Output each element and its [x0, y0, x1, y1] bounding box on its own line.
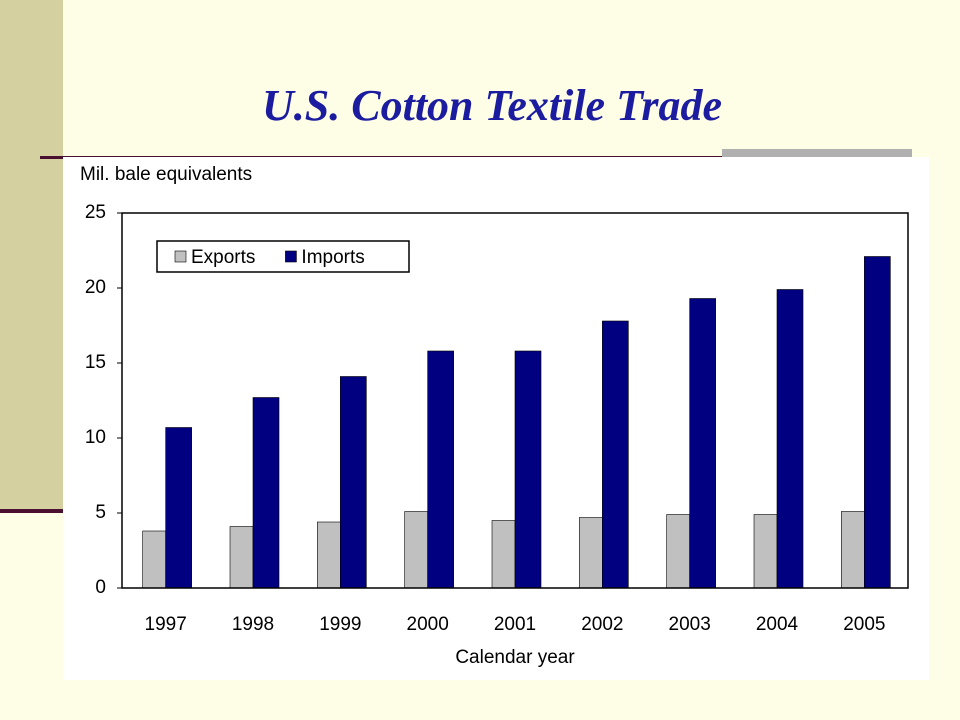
y-tick-label: 5 [95, 502, 106, 523]
legend-box [156, 240, 410, 273]
slide-title: U.S. Cotton Textile Trade [262, 81, 722, 130]
y-tick-label: 10 [85, 427, 106, 448]
legend-swatch [174, 250, 187, 263]
x-tick-label: 2005 [843, 614, 885, 635]
bar [579, 517, 603, 589]
bar [841, 511, 865, 589]
x-tick-label: 2000 [407, 614, 449, 635]
y-tick-label: 25 [85, 202, 106, 223]
bar [514, 350, 542, 589]
bar [229, 526, 254, 589]
bar [404, 511, 428, 589]
x-tick-label: 2004 [756, 614, 799, 635]
x-axis-label: Calendar year [455, 647, 575, 668]
bar [142, 530, 166, 589]
legend-label: Exports [191, 247, 255, 268]
x-tick-label: 1997 [145, 614, 187, 635]
bar [427, 350, 454, 589]
y-tick-label: 0 [95, 577, 106, 598]
y-tick-label: 15 [85, 352, 106, 373]
bar [753, 514, 778, 589]
x-tick-label: 2001 [494, 614, 536, 635]
x-tick-label: 1998 [232, 614, 274, 635]
y-tick-label: 20 [85, 277, 106, 298]
title-rule-accent [722, 149, 912, 157]
bar [776, 289, 804, 589]
legend-label: Imports [301, 247, 364, 268]
x-tick-label: 2002 [581, 614, 623, 635]
bar [340, 376, 367, 589]
bar [864, 256, 891, 589]
bar [491, 520, 516, 589]
x-tick-label: 2003 [669, 614, 711, 635]
bar [165, 427, 192, 589]
bar [317, 521, 341, 589]
plot-frame [121, 212, 909, 589]
bar [689, 298, 716, 589]
bar [666, 514, 690, 589]
y-axis-label: Mil. bale equivalents [80, 164, 252, 185]
x-tick-label: 1999 [319, 614, 361, 635]
side-band [0, 0, 63, 512]
side-rule [0, 509, 66, 513]
bar [252, 397, 280, 589]
legend-swatch [285, 250, 297, 263]
bar [602, 320, 629, 589]
